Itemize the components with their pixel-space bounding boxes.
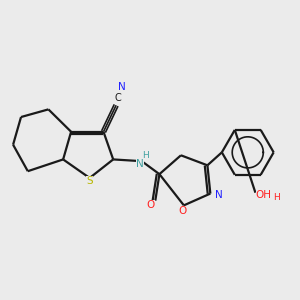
Text: N: N (118, 82, 126, 92)
Text: OH: OH (256, 190, 272, 200)
Text: O: O (147, 200, 155, 210)
Text: H: H (273, 193, 280, 202)
Text: O: O (178, 206, 187, 216)
Text: H: H (142, 152, 149, 160)
Text: C: C (114, 93, 121, 103)
Text: S: S (86, 176, 93, 186)
Text: N: N (215, 190, 223, 200)
Text: N: N (136, 158, 144, 169)
